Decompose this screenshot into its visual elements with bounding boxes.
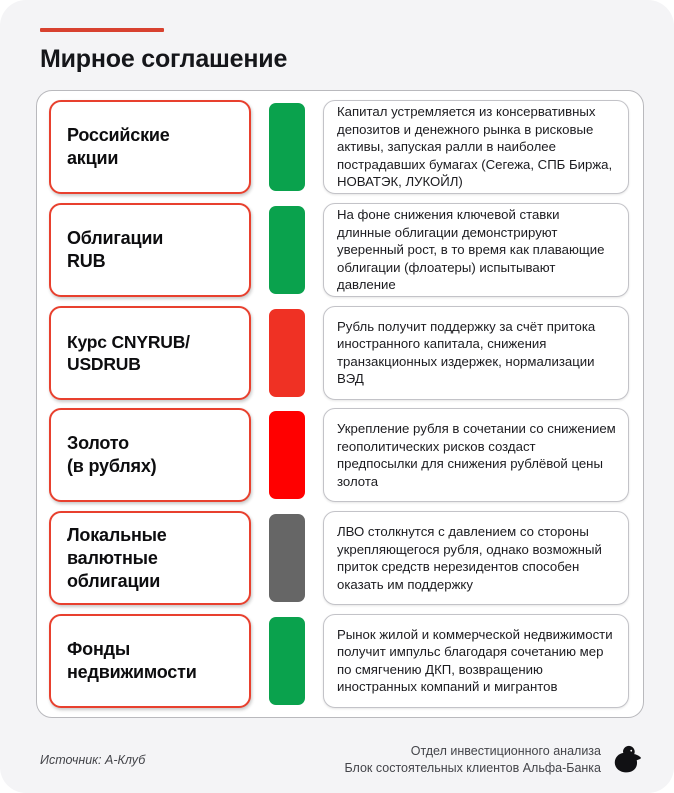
asset-row-list: Российские акции Капитал устремляется из… — [49, 100, 633, 708]
asset-description-card: Укрепление рубля в сочетании со снижение… — [323, 408, 629, 503]
asset-label: Российские акции — [67, 125, 170, 168]
asset-description: Рынок жилой и коммерческой недвижимости … — [337, 626, 613, 695]
asset-outlook-panel: Российские акции Капитал устремляется из… — [36, 90, 644, 718]
asset-label-card[interactable]: Фонды недвижимости — [49, 613, 251, 708]
signal-swatch-red — [269, 308, 305, 397]
asset-description-card: На фоне снижения ключевой ставки длинные… — [323, 202, 629, 297]
page-title: Мирное соглашение — [40, 45, 288, 73]
asset-label-card[interactable]: Российские акции — [49, 100, 251, 194]
asset-description: ЛВО столкнутся с давлением со стороны ук… — [337, 524, 602, 592]
signal-cell — [251, 511, 323, 605]
asset-label-card[interactable]: Золото (в рублях) — [49, 408, 251, 503]
signal-cell — [251, 203, 323, 297]
asset-row: Облигации RUB На фоне снижения ключевой … — [49, 202, 633, 297]
asset-description-card: Рынок жилой и коммерческой недвижимости … — [323, 613, 629, 708]
header: Мирное соглашение — [0, 0, 674, 74]
source-label: Источник: А-Клуб — [40, 752, 146, 767]
asset-row: Курс CNYRUB/ USDRUB Рубль получит поддер… — [49, 305, 633, 400]
asset-description: Капитал устремляется из консервативных д… — [337, 104, 613, 190]
asset-description: Укрепление рубля в сочетании со снижение… — [337, 421, 616, 489]
signal-swatch-green — [269, 616, 305, 705]
asset-label: Облигации RUB — [67, 227, 164, 271]
asset-description: Рубль получит поддержку за счёт притока … — [337, 318, 596, 387]
signal-swatch-green — [269, 205, 305, 294]
signal-swatch-gray — [269, 514, 305, 603]
asset-description: На фоне снижения ключевой ставки длинные… — [337, 207, 605, 293]
credits-line-2: Блок состоятельных клиентов Альфа-Банка — [344, 760, 601, 775]
asset-description-card: Капитал устремляется из консервативных д… — [323, 100, 629, 194]
asset-label: Локальные валютные облигации — [67, 524, 167, 591]
asset-description-card: Рубль получит поддержку за счёт притока … — [323, 305, 629, 400]
signal-cell — [251, 100, 323, 194]
credits-text: Отдел инвестиционного анализа Блок состо… — [344, 743, 601, 777]
asset-row: Фонды недвижимости Рынок жилой и коммерч… — [49, 613, 633, 708]
asset-description-card: ЛВО столкнутся с давлением со стороны ук… — [323, 511, 629, 606]
asset-row: Локальные валютные облигации ЛВО столкну… — [49, 511, 633, 606]
asset-label: Курс CNYRUB/ USDRUB — [67, 331, 190, 374]
asset-label: Фонды недвижимости — [67, 638, 197, 682]
signal-cell — [251, 614, 323, 708]
footer-credits: Отдел инвестиционного анализа Блок состо… — [344, 743, 644, 777]
asset-label-card[interactable]: Облигации RUB — [49, 202, 251, 297]
asset-row: Российские акции Капитал устремляется из… — [49, 100, 633, 194]
asset-label: Золото (в рублях) — [67, 433, 157, 477]
signal-swatch-green — [269, 103, 305, 191]
accent-bar — [40, 28, 164, 32]
signal-swatch-red — [269, 411, 305, 500]
duck-logo-icon — [614, 745, 641, 772]
footer: Источник: А-Клуб Отдел инвестиционного а… — [0, 726, 674, 793]
asset-label-card[interactable]: Локальные валютные облигации — [49, 511, 251, 606]
asset-label-card[interactable]: Курс CNYRUB/ USDRUB — [49, 305, 251, 400]
asset-row: Золото (в рублях) Укрепление рубля в соч… — [49, 408, 633, 503]
signal-cell — [251, 408, 323, 502]
signal-cell — [251, 306, 323, 400]
credits-line-1: Отдел инвестиционного анализа — [410, 743, 601, 758]
